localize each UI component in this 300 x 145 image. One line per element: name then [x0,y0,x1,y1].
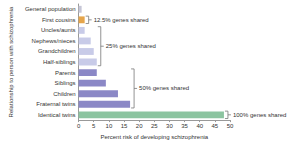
svg-text:100% genes shared: 100% genes shared [233,112,286,118]
svg-text:25: 25 [151,123,158,129]
svg-text:Identical twins: Identical twins [38,112,76,118]
svg-text:25% genes shared: 25% genes shared [106,43,156,49]
svg-text:Grandchildren: Grandchildren [38,48,76,54]
svg-text:Nephews/nieces: Nephews/nieces [32,38,76,44]
svg-text:First cousins: First cousins [42,17,76,23]
svg-text:45: 45 [212,123,219,129]
svg-text:Fraternal twins: Fraternal twins [36,101,75,107]
svg-text:0: 0 [77,123,81,129]
svg-text:40: 40 [196,123,203,129]
svg-text:30: 30 [166,123,173,129]
svg-text:General population: General population [25,6,76,12]
svg-text:35: 35 [181,123,188,129]
svg-text:Parents: Parents [55,70,76,76]
svg-text:12.5% genes shared: 12.5% genes shared [94,17,149,23]
svg-text:50: 50 [227,123,234,129]
svg-text:50% genes shared: 50% genes shared [139,85,189,91]
svg-text:Children: Children [53,91,75,97]
svg-text:Percent risk of developing sch: Percent risk of developing schizophrenia [100,134,208,140]
svg-text:5: 5 [92,123,96,129]
svg-text:10: 10 [106,123,113,129]
svg-text:15: 15 [121,123,128,129]
svg-text:Uncles/aunts: Uncles/aunts [41,27,76,33]
svg-text:Siblings: Siblings [55,80,76,86]
svg-text:Relationship to person with sc: Relationship to person with schizophreni… [8,6,14,117]
svg-text:Half-siblings: Half-siblings [43,59,76,65]
svg-text:20: 20 [136,123,143,129]
